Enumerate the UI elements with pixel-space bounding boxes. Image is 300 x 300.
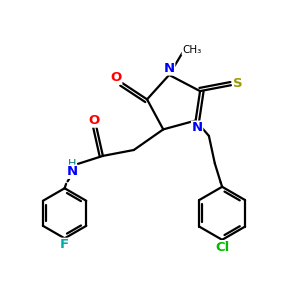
Text: Cl: Cl [215,241,229,254]
Text: N: N [164,62,175,75]
Text: O: O [88,114,100,127]
Text: CH₃: CH₃ [182,45,201,55]
Text: F: F [60,238,69,251]
Text: H: H [68,159,76,169]
Text: S: S [232,77,242,90]
Text: N: N [67,165,78,178]
Text: N: N [191,121,203,134]
Text: O: O [110,71,122,84]
